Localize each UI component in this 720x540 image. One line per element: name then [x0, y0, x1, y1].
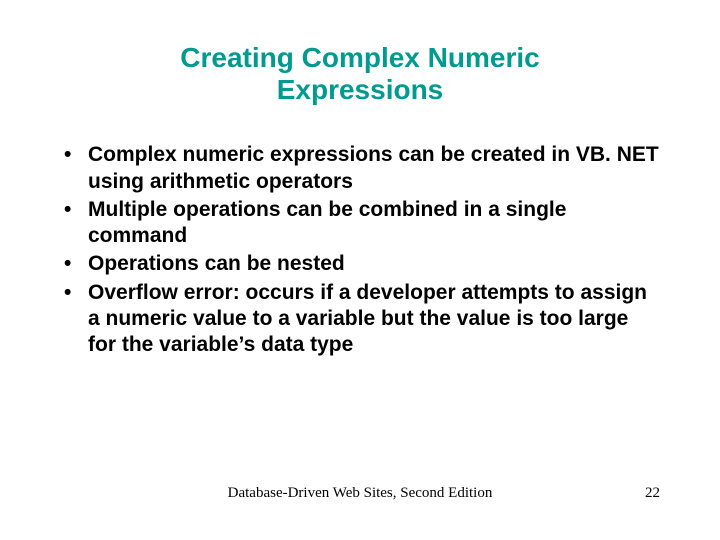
- bullet-item: Complex numeric expressions can be creat…: [60, 142, 660, 195]
- bullet-list: Complex numeric expressions can be creat…: [60, 142, 660, 358]
- title-line-1: Creating Complex Numeric: [180, 42, 539, 73]
- bullet-item: Multiple operations can be combined in a…: [60, 197, 660, 250]
- footer-text: Database-Driven Web Sites, Second Editio…: [0, 485, 720, 502]
- slide: Creating Complex Numeric Expressions Com…: [0, 0, 720, 540]
- title-line-2: Expressions: [277, 74, 444, 105]
- slide-title: Creating Complex Numeric Expressions: [80, 42, 640, 106]
- page-number: 22: [645, 485, 660, 502]
- bullet-item: Operations can be nested: [60, 251, 660, 277]
- bullet-item: Overflow error: occurs if a developer at…: [60, 280, 660, 359]
